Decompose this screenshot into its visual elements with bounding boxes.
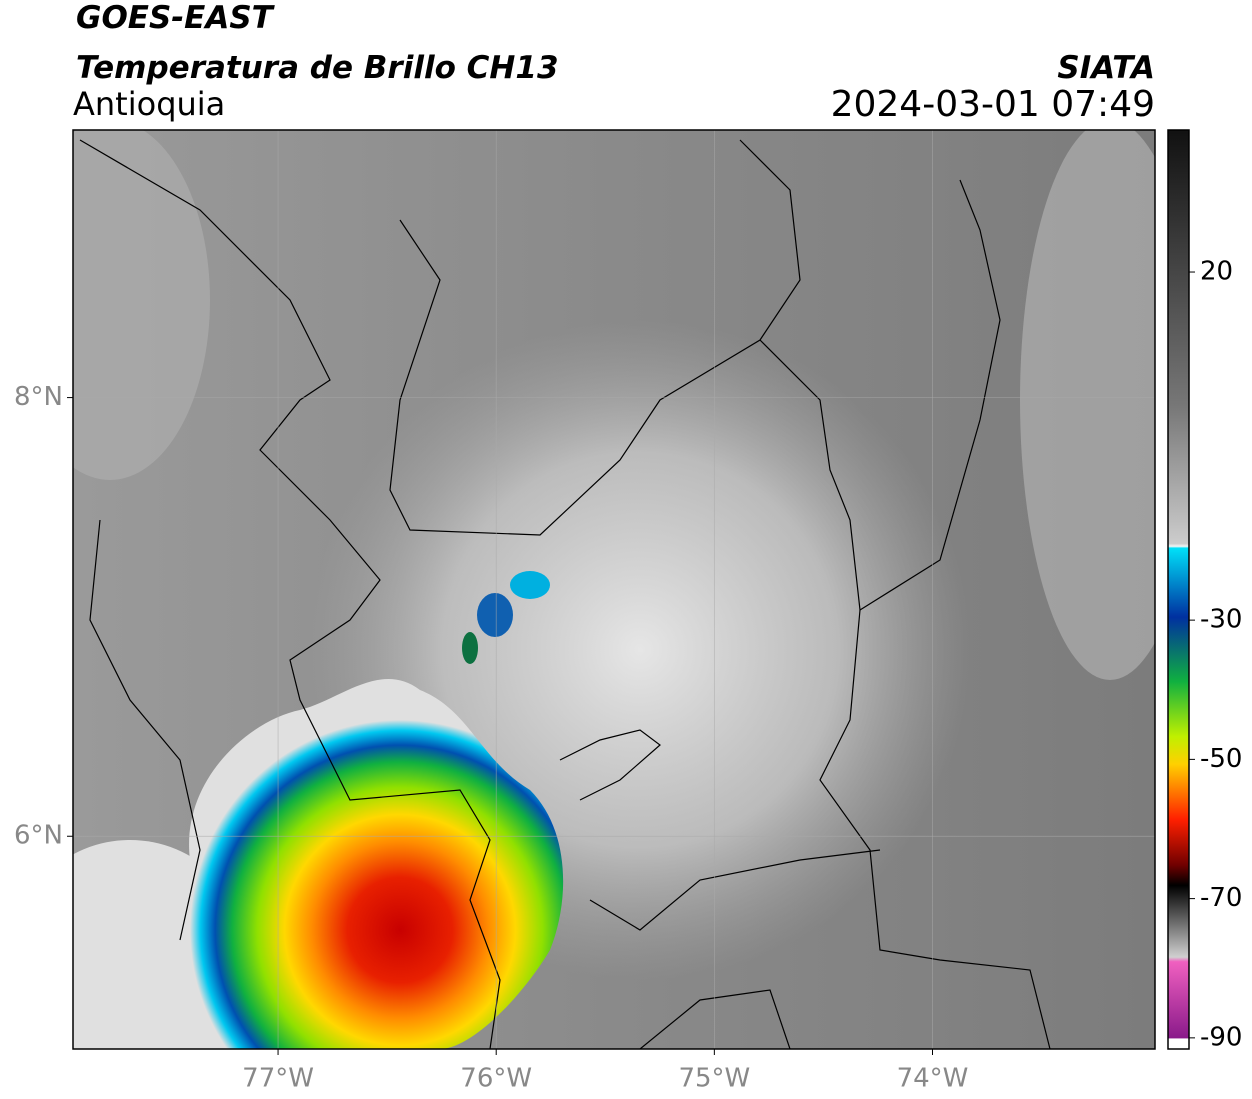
colorbar-tick-label: -70 <box>1200 883 1242 913</box>
title: GOES-EAST <box>76 0 276 36</box>
x-tick-label: 75°W <box>678 1064 750 1094</box>
y-tick-label: 8°N <box>14 382 63 412</box>
x-tick-label: 76°W <box>460 1064 532 1094</box>
timestamp: 2024-03-01 07:49 <box>831 84 1155 125</box>
satellite-image <box>73 130 1155 1049</box>
subtitle: Temperatura de Brillo CH13 <box>76 50 559 86</box>
y-tick-label: 6°N <box>14 821 63 851</box>
colorbar-tick-label: 20 <box>1200 257 1233 287</box>
map-frame <box>72 129 1156 1050</box>
colorbar-tick-label: -30 <box>1200 605 1242 635</box>
colorbar <box>1167 129 1190 1050</box>
gridlines <box>73 130 1155 1049</box>
source: SIATA <box>1057 50 1155 86</box>
colorbar-tick-label: -50 <box>1200 744 1242 774</box>
region: Antioquia <box>73 85 225 123</box>
x-tick-label: 77°W <box>242 1064 314 1094</box>
colorbar-tick-label: -90 <box>1200 1022 1242 1052</box>
x-tick-label: 74°W <box>897 1064 969 1094</box>
